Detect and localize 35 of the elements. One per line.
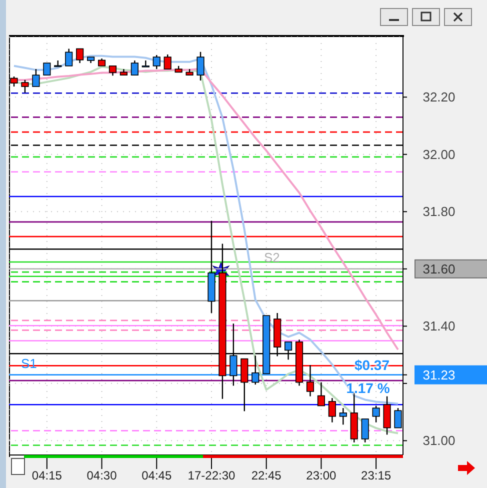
x-tick-label: 23:00 bbox=[306, 468, 337, 483]
candlestick bbox=[152, 54, 160, 70]
y-tick-label: 31.23 bbox=[422, 367, 456, 382]
y-tick-label: 32.00 bbox=[422, 146, 456, 162]
y-tick-label: 31.40 bbox=[422, 318, 456, 334]
x-tick-label: 23:15 bbox=[361, 468, 392, 483]
candlestick bbox=[164, 54, 172, 70]
candlestick bbox=[76, 48, 84, 64]
y-tick-label: 32.20 bbox=[422, 90, 456, 105]
candlestick bbox=[361, 418, 369, 444]
y-tick-label: 31.80 bbox=[422, 204, 456, 220]
candlestick bbox=[339, 407, 347, 426]
y-tick-label: 31.00 bbox=[422, 433, 456, 448]
candlestick bbox=[32, 68, 40, 88]
x-tick-label: 22:45 bbox=[251, 468, 282, 483]
candlestick bbox=[383, 396, 391, 436]
candlestick bbox=[21, 79, 29, 94]
ref-line-label: S2 bbox=[264, 250, 280, 265]
y-tick-label: 31.60 bbox=[422, 261, 456, 276]
x-tick-label: 04:30 bbox=[86, 468, 118, 483]
candlestick bbox=[306, 364, 314, 397]
candlestick bbox=[65, 48, 73, 67]
candlestick bbox=[372, 405, 380, 423]
candlestick bbox=[317, 382, 325, 406]
annotation: 1.17 % bbox=[345, 379, 391, 397]
candlestick bbox=[240, 358, 248, 412]
candlestick bbox=[196, 51, 204, 82]
x-tick-label: 04:15 bbox=[32, 468, 62, 483]
candlestick bbox=[43, 62, 51, 76]
candlestick bbox=[130, 60, 138, 76]
x-tick-label: 17-22:30 bbox=[188, 468, 236, 483]
candlestick bbox=[328, 397, 336, 423]
candlestick bbox=[108, 65, 117, 76]
x-tick-label: 04:45 bbox=[142, 468, 172, 483]
candlestick bbox=[142, 60, 150, 68]
